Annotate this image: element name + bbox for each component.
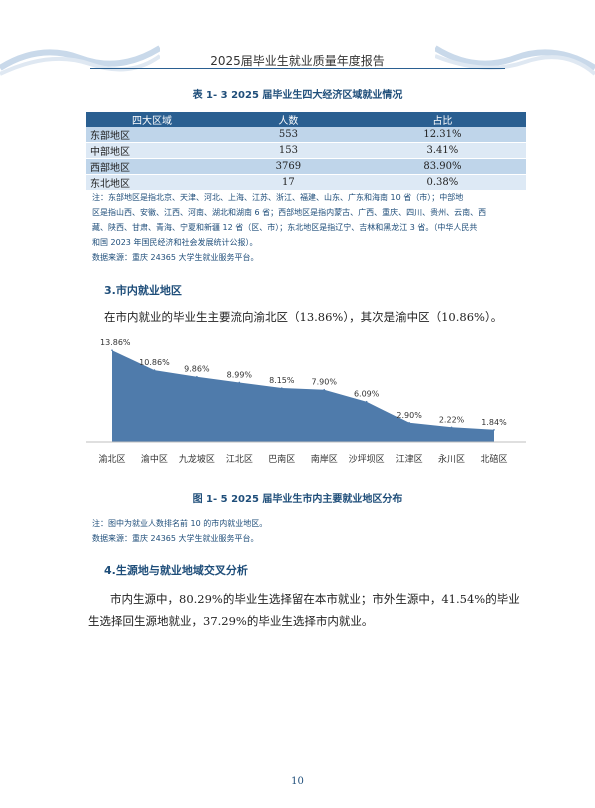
page-number: 10 [291, 776, 304, 787]
table-cell: 中部地区 [86, 142, 218, 159]
section-4-line: 生选择回生源地就业，37.29%的毕业生选择市内就业。 [88, 614, 374, 628]
x-tick-label: 永川区 [438, 453, 465, 465]
data-label: 2.22% [439, 415, 465, 424]
table-row: 中部地区 153 3.41% [86, 142, 526, 159]
district-area-chart: 13.86% 渝北区 10.86% 渝中区 9.86% 九龙坡区 8.99% 江北区 8.15%… [86, 338, 526, 465]
table-header-ratio: 占比 [358, 112, 526, 127]
x-tick-label: 渝北区 [98, 453, 125, 465]
table-cell: 0.38% [358, 174, 526, 191]
table-note-line: 区是指山西、安徽、江西、河南、湖北和湖南 6 省；西部地区是指内蒙古、广西、重庆… [92, 208, 487, 217]
data-label: 10.86% [139, 358, 170, 367]
data-label: 2.90% [396, 411, 422, 420]
figure-caption: 图 1- 5 2025 届毕业生市内主要就业地区分布 [192, 494, 403, 505]
table-header-count: 人数 [218, 112, 359, 127]
table-cell: 东部地区 [86, 127, 218, 143]
section-4-paragraph: 市内生源中，80.29%的毕业生选择留在本市就业；市外生源中，41.54%的毕业… [88, 588, 528, 632]
section-4-title: 4.生源地与就业地域交叉分析 [104, 564, 248, 577]
x-tick-label: 巴南区 [268, 453, 295, 465]
x-tick-label: 北碚区 [480, 453, 507, 465]
table-cell: 3.41% [358, 142, 526, 159]
x-tick-label: 渝中区 [141, 453, 168, 465]
table-caption: 表 1- 3 2025 届毕业生四大经济区域就业情况 [192, 90, 403, 101]
data-point [408, 422, 410, 424]
x-tick-label: 沙坪坝区 [349, 454, 385, 465]
data-point [323, 388, 326, 391]
header-decoration-right [435, 45, 595, 76]
figure-note: 注：图中为就业人数排名前 10 的市内就业地区。 数据来源：重庆 24365 大… [92, 516, 512, 546]
data-point [153, 369, 156, 371]
data-label: 1.84% [481, 418, 507, 427]
header-rule [90, 68, 505, 69]
header-title: 2025届毕业生就业质量年度报告 [210, 54, 385, 68]
section-4-line: 市内生源中，80.29%的毕业生选择留在本市就业；市外生源中，41.54%的毕业 [110, 592, 520, 606]
table-cell: 东北地区 [86, 174, 218, 191]
table-source: 数据来源：重庆 24365 大学生就业服务平台。 [92, 253, 259, 262]
data-point [111, 349, 113, 352]
table-cell: 153 [218, 142, 359, 159]
table-cell: 3769 [218, 158, 359, 175]
table-note-line: 和国 2023 年国民经济和社会发展统计公报）。 [92, 238, 258, 247]
area-series [112, 350, 494, 442]
region-employment-table: 四大区域 人数 占比 东部地区 553 12.31% 中部地区 153 3.41… [86, 112, 526, 191]
figure-source: 数据来源：重庆 24365 大学生就业服务平台。 [92, 534, 259, 543]
table-header-region: 四大区域 [86, 112, 218, 127]
x-tick-label: 南岸区 [311, 453, 338, 465]
section-3-paragraph: 在市内就业的毕业生主要流向渝北区（13.86%），其次是渝中区（10.86%）。 [104, 310, 503, 324]
table-cell: 12.31% [358, 127, 526, 143]
data-point [238, 381, 241, 384]
x-tick-label: 江北区 [226, 454, 253, 465]
header-decoration-left [0, 45, 160, 76]
data-label: 13.86% [100, 338, 131, 347]
data-label: 6.09% [354, 390, 380, 399]
data-point [365, 400, 368, 403]
data-label: 7.90% [312, 378, 338, 387]
table-cell: 83.90% [358, 158, 526, 175]
table-note: 注：东部地区是指北京、天津、河北、上海、江苏、浙江、福建、山东、广东和海南 10… [92, 190, 512, 265]
table-header-row: 四大区域 人数 占比 [86, 112, 526, 127]
figure-note-line: 注：图中为就业人数排名前 10 的市内就业地区。 [92, 519, 268, 528]
data-label: 8.99% [227, 370, 253, 379]
data-point [280, 387, 283, 389]
section-3-title: 3.市内就业地区 [104, 284, 182, 297]
table-cell: 17 [218, 174, 359, 191]
table-cell: 西部地区 [86, 158, 218, 175]
x-tick-label: 江津区 [396, 454, 423, 465]
data-label: 9.86% [184, 365, 210, 374]
data-point [196, 375, 198, 378]
data-point [493, 429, 495, 431]
table-row: 东北地区 17 0.38% [86, 174, 526, 191]
data-label: 8.15% [269, 376, 295, 385]
x-tick-label: 九龙坡区 [179, 453, 215, 465]
table-note-line: 注：东部地区是指北京、天津、河北、上海、江苏、浙江、福建、山东、广东和海南 10… [92, 193, 464, 202]
table-row: 西部地区 3769 83.90% [86, 158, 526, 175]
table-cell: 553 [218, 127, 359, 143]
data-point [450, 426, 453, 429]
table-row: 东部地区 553 12.31% [86, 127, 526, 143]
table-note-line: 藏、陕西、甘肃、青海、宁夏和新疆 12 省（区、市）；东北地区是指辽宁、吉林和黑… [92, 223, 478, 232]
